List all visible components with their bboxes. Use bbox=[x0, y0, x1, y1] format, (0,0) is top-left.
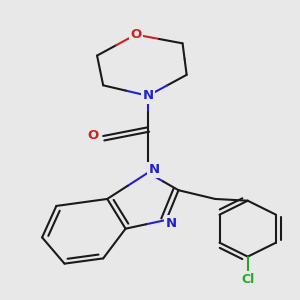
Text: Cl: Cl bbox=[241, 273, 254, 286]
Text: N: N bbox=[148, 164, 160, 176]
Text: N: N bbox=[166, 217, 177, 230]
Text: O: O bbox=[130, 28, 141, 41]
Text: N: N bbox=[142, 89, 154, 102]
Text: O: O bbox=[87, 129, 99, 142]
